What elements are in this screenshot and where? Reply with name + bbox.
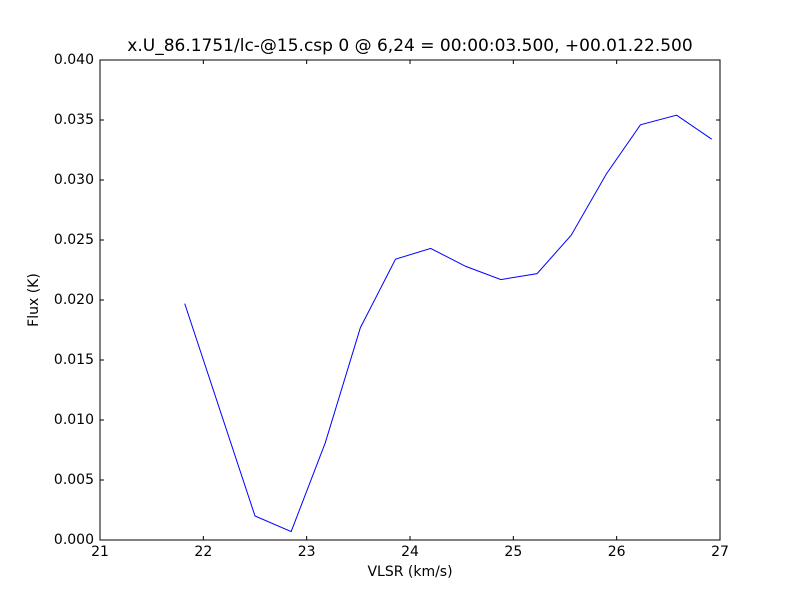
x-tick-label: 21	[91, 544, 109, 560]
x-tick-label: 23	[298, 544, 316, 560]
y-tick-label: 0.010	[54, 412, 94, 428]
y-tick-label: 0.030	[54, 172, 94, 188]
y-tick-label: 0.015	[54, 352, 94, 368]
x-tick-label: 26	[608, 544, 626, 560]
y-tick-label: 0.025	[54, 232, 94, 248]
plot-frame	[99, 59, 721, 541]
y-tick-label: 0.035	[54, 112, 94, 128]
y-tick-label: 0.000	[54, 532, 94, 548]
x-tick-label: 27	[711, 544, 729, 560]
y-axis-label: Flux (K)	[26, 273, 42, 327]
chart-title: x.U_86.1751/lc-@15.csp 0 @ 6,24 = 00:00:…	[127, 36, 692, 56]
x-tick-label: 25	[504, 544, 522, 560]
x-tick-label: 24	[401, 544, 419, 560]
x-tick-label: 22	[194, 544, 212, 560]
data-line	[184, 114, 713, 533]
y-tick-label: 0.020	[54, 292, 94, 308]
y-tick-label: 0.005	[54, 472, 94, 488]
y-tick-label: 0.040	[54, 52, 94, 68]
x-axis-label: VLSR (km/s)	[367, 564, 452, 580]
